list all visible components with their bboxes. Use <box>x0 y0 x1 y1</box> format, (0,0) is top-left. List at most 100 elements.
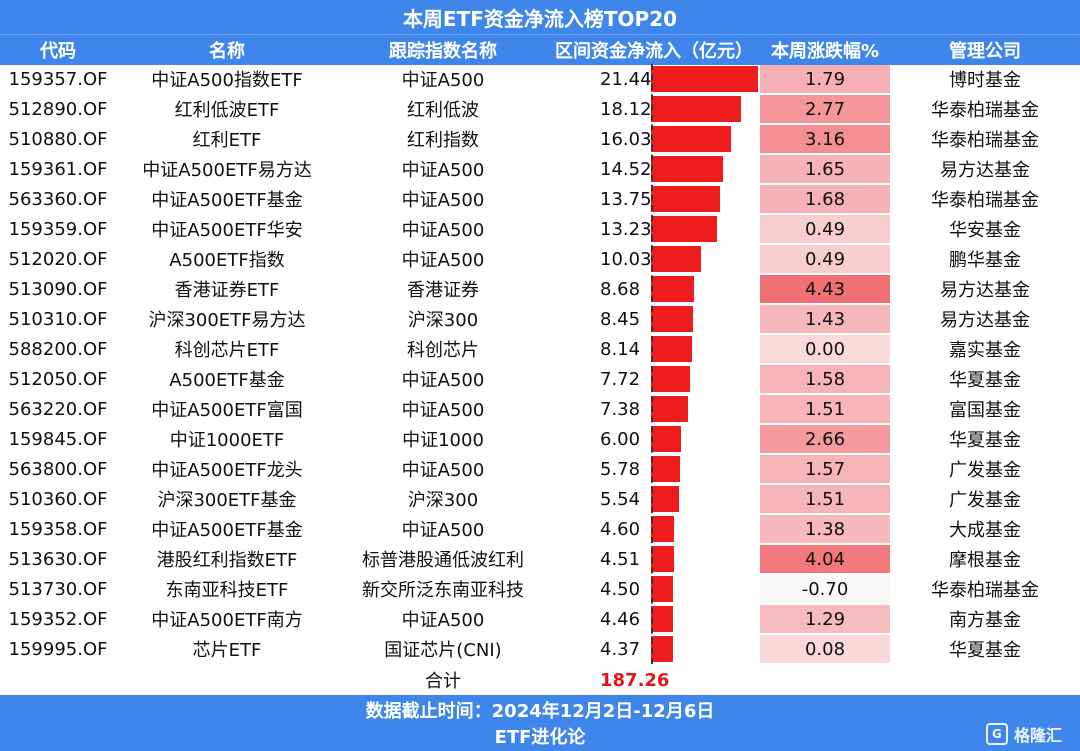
cell-manager: 华夏基金 <box>949 640 1021 661</box>
cell-code: 588200.OF <box>8 338 108 360</box>
cell-name: 香港证券ETF <box>174 280 280 301</box>
cell-flow: 7.72 <box>600 368 641 390</box>
header-manager: 管理公司 <box>949 41 1021 62</box>
cell-name: 中证A500ETF南方 <box>151 610 303 631</box>
brand-watermark: G 格隆汇 <box>985 721 1062 747</box>
brand-name: 格隆汇 <box>1013 726 1062 745</box>
table-row: 510310.OF 沪深300ETF易方达 沪深300 8.45 1.43 易方达基金 <box>0 304 1080 334</box>
table-row: 513630.OF 港股红利指数ETF 标普港股通低波红利 4.51 4.04 摩根基金 <box>0 544 1080 574</box>
cell-index: 中证A500 <box>401 610 485 631</box>
cell-code: 563220.OF <box>8 398 108 420</box>
cell-code: 510360.OF <box>8 488 108 510</box>
cell-code: 512890.OF <box>8 98 108 120</box>
cell-index: 中证A500 <box>401 160 485 181</box>
table-row: 510880.OF 红利ETF 红利指数 16.03 3.16 华泰柏瑞基金 <box>0 124 1080 154</box>
total-label: 合计 <box>425 671 461 692</box>
cell-name: 东南亚科技ETF <box>165 580 289 601</box>
header-index: 跟踪指数名称 <box>389 41 497 62</box>
table-row: 513730.OF 东南亚科技ETF 新交所泛东南亚科技 4.50 -0.70 华泰柏瑞基… <box>0 574 1080 604</box>
table-title: 本周ETF资金净流入榜TOP20 <box>0 0 1080 34</box>
cell-flow: 4.37 <box>600 638 641 660</box>
flow-bar <box>651 486 679 512</box>
flow-bar <box>651 606 673 632</box>
cell-flow: 4.50 <box>600 578 641 600</box>
cell-index: 中证A500 <box>401 190 485 211</box>
cell-change: 1.57 <box>760 455 890 483</box>
flow-bar <box>651 396 688 422</box>
table-row: 159845.OF 中证1000ETF 中证1000 6.00 2.66 华夏基金 <box>0 424 1080 454</box>
cell-change: 3.16 <box>760 125 890 153</box>
cell-change: 1.29 <box>760 605 890 633</box>
cell-name: 沪深300ETF易方达 <box>148 310 306 331</box>
cell-change: 2.66 <box>760 425 890 453</box>
cell-index: 中证A500 <box>401 70 485 91</box>
cell-name: 港股红利指数ETF <box>156 550 298 571</box>
total-value: 187.26 <box>600 669 670 691</box>
table-row: 159995.OF 芯片ETF 国证芯片(CNI) 4.37 0.08 华夏基金 <box>0 634 1080 664</box>
cell-change: 1.79 <box>760 65 890 93</box>
cell-manager: 华泰柏瑞基金 <box>931 580 1039 601</box>
cell-flow: 10.03 <box>600 248 652 270</box>
cell-index: 中证1000 <box>402 430 484 451</box>
cell-name: 中证A500ETF基金 <box>151 190 303 211</box>
cell-code: 513630.OF <box>8 548 108 570</box>
cell-name: 中证A500ETF龙头 <box>151 460 303 481</box>
flow-bar <box>651 306 693 332</box>
table-row: 563800.OF 中证A500ETF龙头 中证A500 5.78 1.57 广发基金 <box>0 454 1080 484</box>
cell-code: 510880.OF <box>8 128 108 150</box>
header-code: 代码 <box>40 41 76 62</box>
cell-flow: 6.00 <box>600 428 641 450</box>
cell-index: 中证A500 <box>401 520 485 541</box>
cell-manager: 广发基金 <box>949 490 1021 511</box>
table-row: 563360.OF 中证A500ETF基金 中证A500 13.75 1.68 华泰柏瑞基… <box>0 184 1080 214</box>
cell-code: 563360.OF <box>8 188 108 210</box>
cell-index: 红利指数 <box>407 130 479 151</box>
cell-change: 1.58 <box>760 365 890 393</box>
cell-change: 0.00 <box>760 335 890 363</box>
cell-flow: 18.12 <box>600 98 652 120</box>
table-row: 512050.OF A500ETF基金 中证A500 7.72 1.58 华夏基金 <box>0 364 1080 394</box>
cell-flow: 14.52 <box>600 158 652 180</box>
cell-flow: 4.60 <box>600 518 641 540</box>
flow-bar <box>651 96 741 122</box>
cell-flow: 5.54 <box>600 488 641 510</box>
cell-code: 159352.OF <box>8 608 108 630</box>
cell-change: 1.65 <box>760 155 890 183</box>
cell-change: 4.43 <box>760 275 890 303</box>
cell-manager: 华泰柏瑞基金 <box>931 190 1039 211</box>
header-flow: 区间资金净流入（亿元） <box>555 41 753 62</box>
cell-manager: 易方达基金 <box>940 310 1030 331</box>
cell-code: 513090.OF <box>8 278 108 300</box>
cell-change: 1.51 <box>760 485 890 513</box>
flow-bar <box>651 456 680 482</box>
cell-manager: 华夏基金 <box>949 430 1021 451</box>
flow-bar <box>651 126 731 152</box>
cell-code: 512050.OF <box>8 368 108 390</box>
flow-bar <box>651 516 674 542</box>
cell-code: 159845.OF <box>8 428 108 450</box>
cell-manager: 富国基金 <box>949 400 1021 421</box>
table-row: 513090.OF 香港证券ETF 香港证券 8.68 4.43 易方达基金 <box>0 274 1080 304</box>
cell-manager: 华泰柏瑞基金 <box>931 130 1039 151</box>
flow-bar <box>651 426 681 452</box>
cell-index: 科创芯片 <box>407 340 479 361</box>
cell-name: 中证A500ETF基金 <box>151 520 303 541</box>
cell-flow: 21.44 <box>600 68 652 90</box>
table-row: 159358.OF 中证A500ETF基金 中证A500 4.60 1.38 大成基金 <box>0 514 1080 544</box>
table-row: 512890.OF 红利低波ETF 红利低波 18.12 2.77 华泰柏瑞基金 <box>0 94 1080 124</box>
flow-bar <box>651 216 717 242</box>
flow-bar <box>651 336 692 362</box>
table-body: 159357.OF 中证A500指数ETF 中证A500 21.44 1.79 博时基金 5… <box>0 64 1080 664</box>
cell-index: 中证A500 <box>401 250 485 271</box>
cell-name: 芯片ETF <box>192 640 262 661</box>
cell-change: 0.49 <box>760 215 890 243</box>
table-header: 代码 名称 跟踪指数名称 区间资金净流入（亿元） 本周涨跌幅% 管理公司 <box>0 34 1080 65</box>
cell-manager: 华夏基金 <box>949 370 1021 391</box>
cell-code: 159359.OF <box>8 218 108 240</box>
cell-code: 159995.OF <box>8 638 108 660</box>
table-row: 159361.OF 中证A500ETF易方达 中证A500 14.52 1.65 易方达基… <box>0 154 1080 184</box>
flow-bar <box>651 246 701 272</box>
cell-change: 1.51 <box>760 395 890 423</box>
cell-name: 沪深300ETF基金 <box>157 490 297 511</box>
table-row: 159359.OF 中证A500ETF华安 中证A500 13.23 0.49 华安基金 <box>0 214 1080 244</box>
